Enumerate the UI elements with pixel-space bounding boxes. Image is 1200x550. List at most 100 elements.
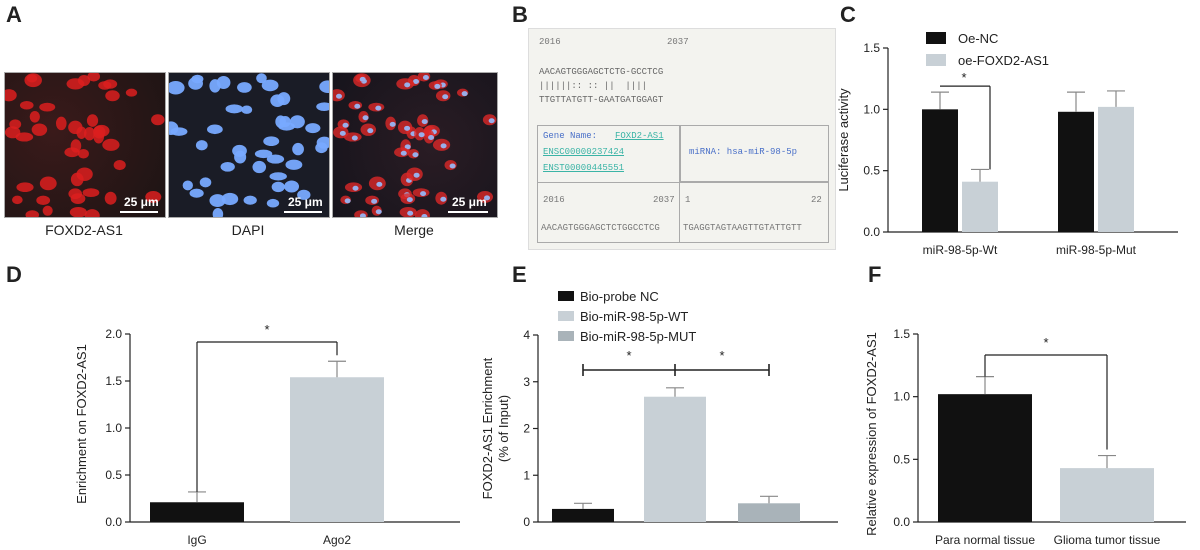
target-sequence: AACAGTGGGAGCTCTG-GCCTCG bbox=[539, 67, 664, 77]
panel-letter-e: E bbox=[512, 262, 527, 287]
d-y-axis-label: Enrichment on FOXD2-AS1 bbox=[74, 344, 89, 504]
cell bbox=[319, 80, 329, 94]
cell bbox=[39, 102, 56, 112]
cells-svg bbox=[169, 73, 329, 217]
d-y-tick-label: 0.5 bbox=[105, 468, 122, 482]
cell bbox=[104, 191, 117, 205]
nucleus bbox=[367, 128, 374, 134]
panel-letter-d: D bbox=[6, 262, 22, 287]
nucleus bbox=[354, 103, 361, 109]
foxd2-as1-fish-image bbox=[4, 72, 166, 218]
e-y-tick-label: 0 bbox=[523, 515, 530, 529]
gene-info-cell bbox=[537, 125, 681, 183]
gene-name-label: Gene Name: bbox=[543, 131, 598, 141]
e-bar bbox=[552, 508, 614, 522]
mirna-end-num: 22 bbox=[811, 195, 822, 205]
nucleus bbox=[400, 150, 407, 156]
d-bar bbox=[290, 377, 384, 522]
nucleus bbox=[418, 132, 425, 138]
cell bbox=[270, 94, 285, 107]
cell bbox=[125, 88, 138, 97]
nucleus bbox=[407, 210, 414, 216]
nucleus bbox=[406, 197, 413, 203]
f-y-tick-label: 0.5 bbox=[893, 452, 910, 466]
cell bbox=[292, 142, 304, 156]
e-legend-label: Bio-probe NC bbox=[580, 289, 659, 304]
cell bbox=[113, 159, 126, 171]
cell bbox=[275, 115, 286, 128]
cells-svg bbox=[5, 73, 165, 217]
e-bar bbox=[644, 396, 706, 522]
cell bbox=[191, 74, 204, 84]
mirna-start-num: 1 bbox=[685, 195, 691, 205]
c-y-axis-label: Luciferase activity bbox=[836, 88, 851, 192]
cell bbox=[26, 74, 38, 83]
ensc-link[interactable]: ENSC00000237424 bbox=[543, 147, 625, 157]
d-x-tick-label: IgG bbox=[187, 533, 206, 547]
e-bar bbox=[738, 503, 800, 522]
cell bbox=[269, 172, 287, 181]
nucleus bbox=[428, 135, 435, 141]
seq-end-num: 2037 bbox=[667, 37, 689, 47]
cell bbox=[241, 105, 253, 114]
panel-letter-b: B bbox=[512, 2, 528, 27]
nucleus bbox=[336, 93, 343, 99]
cell bbox=[220, 161, 235, 172]
c-x-tick-label: miR-98-5p-Wt bbox=[923, 243, 998, 257]
nucleus bbox=[375, 209, 382, 215]
nucleus bbox=[342, 122, 349, 128]
c-y-tick-label: 0.0 bbox=[863, 225, 880, 239]
cell bbox=[266, 198, 280, 208]
caption-dapi: DAPI bbox=[231, 222, 265, 238]
nucleus bbox=[404, 125, 411, 131]
nucleus bbox=[421, 119, 428, 125]
nucleus bbox=[376, 181, 383, 187]
nucleus bbox=[404, 144, 411, 150]
f-y-tick-label: 0.0 bbox=[893, 515, 910, 529]
cell bbox=[70, 193, 86, 205]
c-bar bbox=[962, 181, 998, 232]
cell bbox=[36, 195, 51, 206]
scale-bar-3 bbox=[448, 211, 488, 213]
binding-site-screenshot: 2016 2037 AACAGTGGGAGCTCTG-GCCTCG ||||||… bbox=[528, 28, 836, 250]
nucleus bbox=[413, 78, 420, 84]
scale-bar-1 bbox=[120, 211, 158, 213]
d-bar bbox=[150, 502, 244, 522]
cell bbox=[55, 116, 67, 131]
cell bbox=[297, 189, 311, 200]
cell bbox=[254, 149, 273, 159]
dapi-image bbox=[168, 72, 330, 218]
nucleus bbox=[440, 143, 447, 149]
cell bbox=[221, 192, 239, 206]
nucleus bbox=[389, 121, 396, 127]
c-bar bbox=[1058, 111, 1094, 232]
f-sig-star: * bbox=[1043, 335, 1048, 350]
panel-letter-f: F bbox=[868, 262, 882, 287]
cell bbox=[169, 80, 185, 95]
enst-link[interactable]: ENST00000445551 bbox=[543, 163, 625, 173]
cell bbox=[98, 81, 112, 90]
cell bbox=[64, 147, 80, 158]
cell bbox=[31, 123, 48, 136]
scale-bar-2 bbox=[284, 211, 322, 213]
cell bbox=[207, 124, 223, 135]
cell bbox=[182, 180, 193, 191]
gene-name-link[interactable]: FOXD2-AS1 bbox=[615, 131, 664, 141]
cell bbox=[263, 136, 280, 147]
cell bbox=[316, 102, 329, 112]
panel-letter-c: C bbox=[840, 2, 856, 27]
site-end-num: 2037 bbox=[653, 195, 675, 205]
c-bar bbox=[922, 109, 958, 232]
cell bbox=[151, 114, 165, 126]
c-sig-star: * bbox=[961, 70, 966, 85]
nucleus bbox=[421, 214, 428, 217]
c-legend-swatch bbox=[926, 54, 946, 66]
nucleus bbox=[442, 94, 449, 100]
c-y-tick-label: 0.5 bbox=[863, 164, 880, 178]
cell bbox=[12, 195, 23, 205]
cell bbox=[199, 177, 212, 188]
nucleus bbox=[420, 191, 427, 197]
nucleus bbox=[404, 82, 411, 88]
seq-start-num: 2016 bbox=[539, 37, 561, 47]
